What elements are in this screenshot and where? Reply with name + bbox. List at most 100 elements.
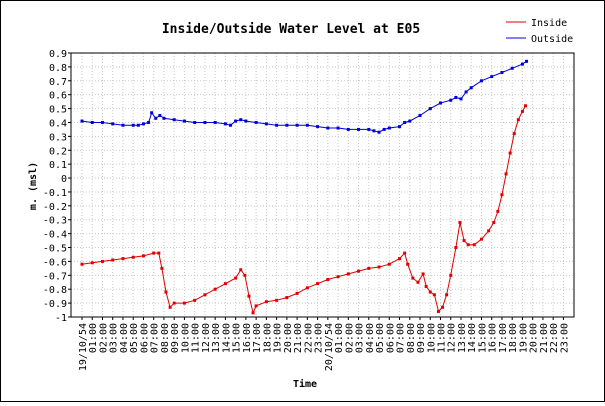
data-point-inside (346, 272, 350, 276)
data-point-outside (469, 86, 473, 90)
data-point-outside (154, 116, 158, 120)
data-point-outside (285, 123, 289, 127)
x-tick-label: 23:00 (559, 323, 570, 353)
x-tick-label: 07:00 (396, 323, 407, 353)
data-point-outside (182, 119, 186, 123)
x-tick-label: 10:00 (180, 323, 191, 353)
x-tick-label: 06:00 (139, 323, 150, 353)
y-tick-label: 0.2 (49, 146, 67, 157)
x-tick-label: 08:00 (160, 323, 171, 353)
data-point-outside (408, 119, 412, 123)
data-point-inside (234, 276, 238, 280)
data-point-outside (454, 95, 458, 99)
data-point-inside (508, 151, 512, 155)
y-tick-label: -0.8 (43, 285, 67, 296)
x-tick-label: 09:00 (416, 323, 427, 353)
data-point-outside (418, 114, 422, 118)
data-point-inside (403, 251, 407, 255)
x-axis-label: Time (293, 378, 317, 390)
x-tick-label: 23:00 (314, 323, 325, 353)
x-tick-label: 16:00 (242, 323, 253, 353)
data-point-inside (223, 282, 227, 286)
x-tick-label: 16:00 (488, 323, 499, 353)
data-point-outside (264, 122, 268, 126)
y-tick-label: 0.6 (49, 91, 67, 102)
data-point-inside (436, 309, 440, 313)
data-point-outside (490, 75, 494, 79)
x-tick-label: 22:00 (549, 323, 560, 353)
y-tick-label: 0.8 (49, 63, 67, 74)
y-tick-label: -0.9 (43, 299, 67, 310)
series-group (80, 59, 529, 315)
data-point-outside (428, 107, 432, 111)
data-point-outside (336, 126, 340, 130)
data-point-inside (275, 298, 279, 302)
data-point-outside (382, 127, 386, 131)
data-point-outside (464, 90, 468, 94)
x-tick-label: 15:00 (477, 323, 488, 353)
x-tick-label: 19:00 (518, 323, 529, 353)
x-tick-label: 20:00 (283, 323, 294, 353)
data-point-inside (458, 221, 462, 225)
y-tick-label: -1 (55, 313, 67, 324)
y-tick-label: 0.1 (49, 160, 67, 171)
data-point-inside (454, 246, 458, 250)
x-tick-label: 11:00 (437, 323, 448, 353)
data-point-inside (164, 290, 168, 294)
x-tick-label: 07:00 (150, 323, 161, 353)
plot-area-border (70, 52, 575, 318)
data-point-inside (213, 287, 217, 291)
y-axis-ticks: 0.9 0.8 0.7 0.6 0.5 0.4 0.3 0.2 0.1 0 -0.1 -0.2 -0.3… (43, 49, 71, 324)
data-point-outside (346, 127, 350, 131)
data-point-inside (295, 291, 299, 295)
data-point-inside (160, 266, 164, 270)
data-point-inside (516, 118, 520, 122)
data-point-outside (449, 98, 453, 102)
grid-lines (71, 52, 574, 318)
data-point-outside (234, 119, 238, 123)
data-point-outside (111, 122, 115, 126)
data-point-outside (203, 120, 207, 124)
x-tick-label: 12:00 (447, 323, 458, 353)
data-point-inside (524, 104, 528, 108)
x-tick-label: 02:00 (98, 323, 109, 353)
data-point-inside (100, 259, 104, 263)
data-point-inside (496, 209, 500, 213)
data-point-inside (152, 251, 156, 255)
x-tick-label: 22:00 (303, 323, 314, 353)
data-point-inside (492, 221, 496, 225)
data-point-inside (462, 239, 466, 243)
data-point-inside (424, 284, 428, 288)
x-tick-label: 06:00 (385, 323, 396, 353)
y-tick-label: 0.5 (49, 105, 67, 116)
data-point-inside (80, 262, 84, 266)
data-point-inside (411, 276, 415, 280)
x-tick-label: 17:00 (252, 323, 263, 353)
x-tick-label: 14:00 (467, 323, 478, 353)
y-tick-label: -0.4 (43, 230, 67, 241)
data-point-inside (247, 294, 251, 298)
data-point-inside (141, 254, 145, 258)
x-tick-label: 03:00 (109, 323, 120, 353)
data-point-inside (243, 273, 247, 277)
data-point-inside (357, 269, 361, 273)
x-tick-label: 05:00 (375, 323, 386, 353)
data-point-inside (131, 255, 135, 259)
x-tick-label: 10:00 (426, 323, 437, 353)
x-tick-label: 20/10/54 (324, 323, 335, 371)
data-point-outside (403, 120, 407, 124)
data-point-outside (223, 122, 227, 126)
data-point-outside (326, 126, 330, 130)
data-point-inside (421, 272, 425, 276)
data-point-outside (80, 119, 84, 123)
legend-label-inside: Inside (531, 18, 567, 29)
x-tick-label: 01:00 (334, 323, 345, 353)
data-point-outside (239, 118, 243, 122)
y-tick-label: -0.2 (43, 202, 67, 213)
data-point-outside (147, 120, 151, 124)
data-point-inside (504, 172, 508, 176)
data-point-inside (472, 243, 476, 247)
y-tick-label: -0.1 (43, 188, 67, 199)
data-point-inside (428, 290, 432, 294)
